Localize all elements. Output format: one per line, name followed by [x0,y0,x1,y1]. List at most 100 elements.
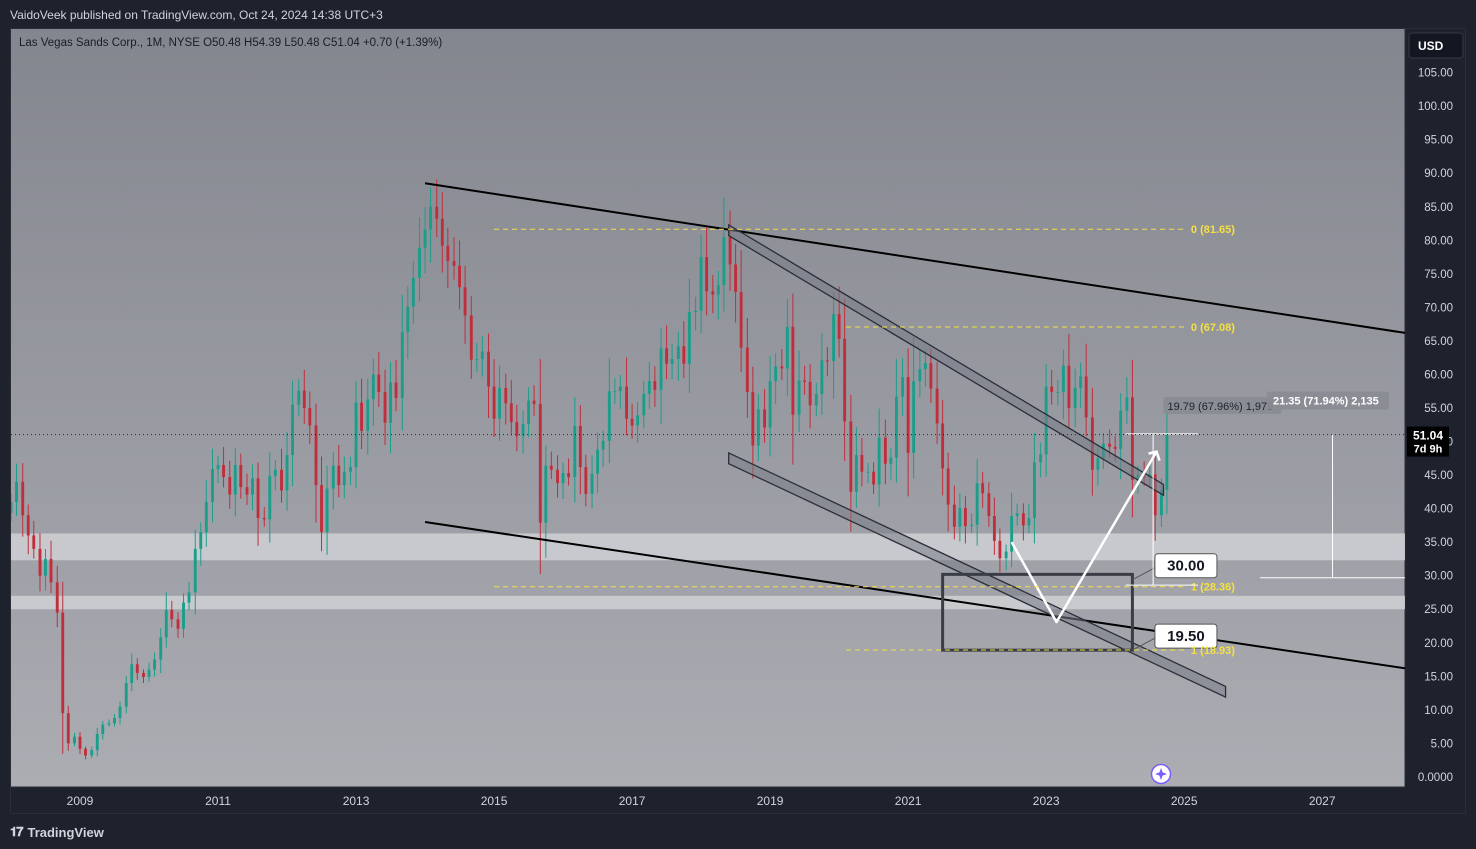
candle-body [342,471,346,486]
candle-body [480,351,484,360]
candle [803,365,807,395]
candle [946,452,950,532]
candle-body [981,483,985,494]
candle-body [515,422,519,437]
candle-body [647,381,651,394]
candle [1125,377,1129,425]
brand-name: TradingView [27,824,104,840]
measure-label: 19.79 (67.96%) 1,979 [1167,401,1273,413]
chart-legend: Las Vegas Sands Corp., 1M, NYSE O50.48 H… [19,37,442,49]
candle-body [682,346,686,364]
candle-body [808,381,812,406]
candle [142,669,145,683]
fibonacci-levels: 0 (81.65) 0 (67.08) 1 (28.36) 1 (18.93) [494,224,1235,657]
candle-body [711,291,715,295]
candle-body [297,390,301,405]
price-tick: 80.00 [1424,235,1453,247]
candle [601,430,605,468]
candle-body [406,306,410,333]
candle [95,727,99,757]
candle-body [337,465,341,486]
candle [280,448,283,503]
candle-body [889,457,893,464]
price-tick: 30.00 [1424,571,1453,583]
candle-body [532,400,536,404]
candle-body [193,548,197,593]
candle-body [487,351,490,387]
price-tick: 85.00 [1424,202,1453,214]
candle-body [958,507,962,527]
price-axis-background [1405,29,1465,787]
candle [320,456,323,552]
publish-header: VaidoVeek published on TradingView.com, … [0,0,1476,28]
tradingview-brand[interactable]: 𝟏𝟕 TradingView [10,824,104,840]
time-tick: 2017 [619,794,646,808]
candle-body [1032,462,1036,519]
time-tick: 2013 [343,794,370,808]
price-tick: 40.00 [1424,504,1453,516]
candle-body [331,465,335,489]
candle [745,318,749,418]
candle [458,240,462,310]
candle [739,250,743,372]
bar-countdown: 7d 9h [1414,444,1443,456]
time-tick: 2019 [757,794,784,808]
price-tick: 105.00 [1418,68,1453,80]
candle [1021,503,1025,541]
candle [480,336,484,377]
candle [590,455,594,508]
chart-frame[interactable]: 30.00 19.50 0 (81.65) 0 (67.08) 1 (28.36) 1 … [10,28,1466,814]
candle-body [1050,386,1054,392]
candle-body [1119,410,1123,449]
candle-body [556,469,559,484]
channel [728,223,1165,497]
candle [452,237,456,280]
candle [763,389,767,443]
candle [1165,403,1169,515]
candle [342,456,346,499]
candle [492,359,496,438]
last-price-value: 51.04 [1413,429,1443,443]
price-tick: 0.0000 [1418,772,1453,784]
candle-body [912,381,916,453]
candle [987,482,991,527]
candle-body [544,465,548,523]
candle-body [797,380,801,415]
candle [325,465,329,555]
candle-body [998,540,1002,559]
candle-body [1108,443,1112,447]
candle-body [11,501,13,513]
candle-body [1130,397,1134,480]
candle [975,459,979,546]
candle [406,286,410,359]
candle [302,369,306,424]
candle-body [262,518,266,520]
target-leader [1132,567,1156,581]
sparkle-icon[interactable] [1150,763,1172,785]
candle [923,349,927,387]
price-tick: 25.00 [1424,604,1453,616]
candle [498,365,502,442]
candle-body [176,619,180,629]
price-chart[interactable]: 30.00 19.50 0 (81.65) 0 (67.08) 1 (28.36) 1 … [11,29,1466,814]
candle [371,359,375,426]
candle [854,427,858,508]
candle-body [527,400,531,425]
candle-body [894,396,898,458]
candle [337,444,341,498]
support-zone [11,595,1405,610]
candle-body [584,467,588,494]
time-axis-background [11,787,1465,813]
candle-body [1165,434,1169,490]
time-axis[interactable]: 2009 2011 2013 2015 2017 2019 2021 2023 2025 2027 [67,794,1336,808]
candle-body [578,426,582,468]
candle [756,393,760,462]
trendline [424,182,1406,334]
candle-body [400,332,404,398]
candle-body [256,478,260,519]
time-tick: 2011 [205,794,231,808]
currency-button[interactable]: USD [1408,32,1464,59]
candle-body [601,440,605,450]
candle [245,473,249,505]
candle-body [567,473,571,478]
